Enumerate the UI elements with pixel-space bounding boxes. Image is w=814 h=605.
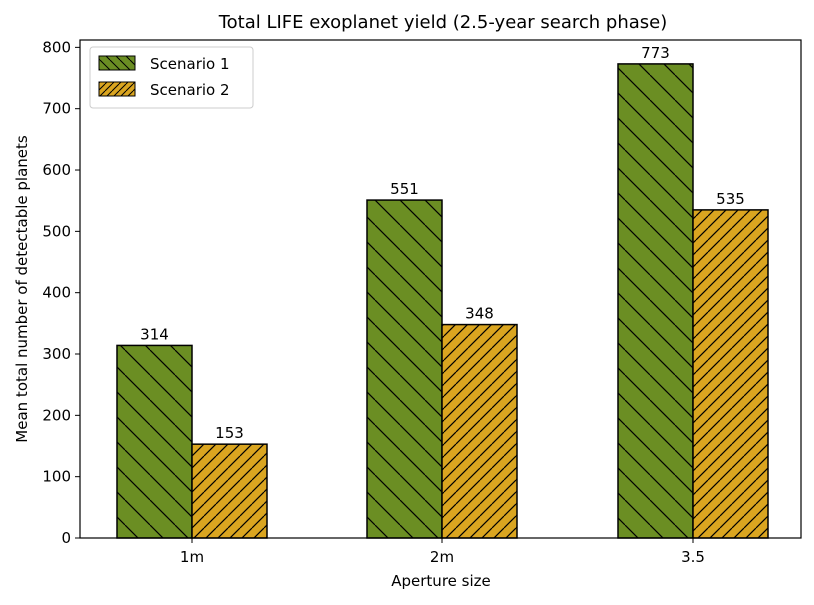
- y-tick-label-600: 600: [42, 161, 71, 179]
- data-label-scenario-2-3-5: 535: [716, 190, 745, 208]
- data-label-scenario-2-1m: 153: [215, 424, 244, 442]
- data-label-scenario-1-2m: 551: [390, 180, 419, 198]
- data-labels-layer: 314 153 551 348 773 535: [140, 44, 745, 442]
- x-axis: 1m 2m 3.5: [180, 538, 705, 566]
- y-tick-label-400: 400: [42, 284, 71, 302]
- y-tick-label-300: 300: [42, 345, 71, 363]
- legend-label-scenario-2: Scenario 2: [150, 81, 230, 99]
- legend-label-scenario-1: Scenario 1: [150, 55, 230, 73]
- y-axis: 0 100 200 300 400 500 600 700 800: [42, 38, 80, 547]
- bar-hatch-scenario-2-2m: [441, 323, 518, 539]
- bar-hatch-scenario-1-1m: [116, 344, 193, 539]
- chart-title: Total LIFE exoplanet yield (2.5-year sea…: [218, 12, 668, 33]
- y-axis-title: Mean total number of detectable planets: [13, 135, 31, 443]
- legend: Scenario 1 Scenario 2: [89, 46, 254, 109]
- legend-swatch-hatch-scenario-2: [98, 81, 136, 97]
- bar-hatch-scenario-1-3-5: [617, 63, 694, 539]
- data-label-scenario-1-3-5: 773: [641, 44, 670, 62]
- legend-entry-scenario-2: Scenario 2: [98, 81, 230, 99]
- y-tick-label-500: 500: [42, 222, 71, 240]
- bars-layer: [116, 63, 769, 539]
- data-label-scenario-2-2m: 348: [465, 305, 494, 323]
- y-tick-label-200: 200: [42, 406, 71, 424]
- legend-entry-scenario-1: Scenario 1: [98, 55, 230, 73]
- x-tick-label-1m: 1m: [180, 548, 204, 566]
- x-axis-title: Aperture size: [391, 572, 491, 590]
- y-tick-label-100: 100: [42, 468, 71, 486]
- x-tick-label-3-5: 3.5: [681, 548, 705, 566]
- data-label-scenario-1-1m: 314: [140, 325, 169, 343]
- x-tick-label-2m: 2m: [430, 548, 454, 566]
- legend-swatch-hatch-scenario-1: [98, 55, 136, 71]
- y-tick-label-700: 700: [42, 100, 71, 118]
- y-tick-label-0: 0: [61, 529, 71, 547]
- bar-hatch-scenario-2-3-5: [692, 209, 769, 539]
- plot-area-frame: [79, 39, 802, 539]
- y-tick-label-800: 800: [42, 38, 71, 56]
- bar-hatch-scenario-1-2m: [366, 199, 443, 539]
- bar-hatch-scenario-2-1m: [191, 443, 268, 539]
